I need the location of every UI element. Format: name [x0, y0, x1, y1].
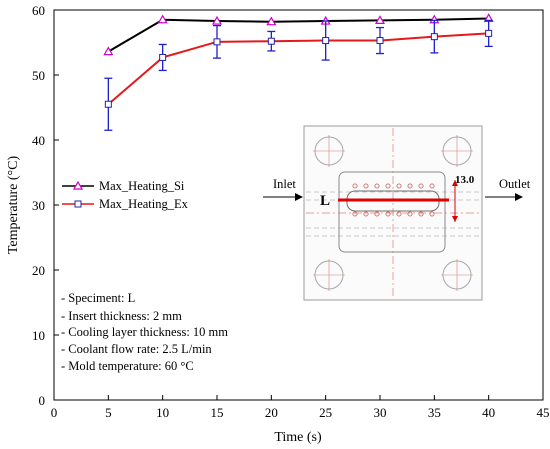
cavity-dot	[429, 211, 435, 217]
cavity-dot	[418, 211, 424, 217]
cavity-dot	[374, 211, 380, 217]
data-point	[211, 15, 223, 25]
series-line	[107, 17, 489, 53]
x-tick-label: 0	[51, 405, 58, 420]
y-tick-label: 30	[32, 198, 45, 213]
y-tick-label: 50	[32, 68, 45, 83]
note-coolant-flow: - Coolant flow rate: 2.5 L/min	[61, 342, 212, 356]
x-tick-label: 25	[319, 405, 332, 420]
x-tick-label: 30	[374, 405, 387, 420]
data-point	[267, 37, 275, 45]
note-specimen: - Speciment: L	[61, 291, 135, 305]
data-point	[430, 33, 438, 41]
cavity-dot	[407, 183, 413, 189]
coolant-channel-upper	[306, 191, 480, 201]
note-mold-temperature: - Mold temperature: 60 °C	[61, 359, 194, 373]
coolant-channel-lower	[306, 227, 480, 237]
legend-label-si: Max_Heating_Si	[99, 179, 185, 193]
series-max-heating-ex	[104, 19, 493, 131]
mold-bolt-hole-top-right	[441, 135, 473, 167]
y-axis: 0 10 20 30 40 50 60	[32, 3, 59, 408]
data-point	[322, 37, 330, 45]
mold-bolt-hole-bottom-left	[313, 259, 345, 291]
cavity-sensor-points	[352, 183, 435, 217]
data-point	[485, 29, 493, 37]
x-axis-title: Time (s)	[274, 430, 322, 445]
mold-bolt-hole-bottom-right	[441, 259, 473, 291]
y-tick-label: 40	[32, 133, 45, 148]
data-point	[104, 100, 112, 108]
legend: Max_Heating_Si Max_Heating_Ex	[62, 179, 189, 211]
specimen-length-label: L	[320, 193, 330, 209]
y-tick-label: 10	[32, 328, 45, 343]
legend-item-max-heating-si: Max_Heating_Si	[62, 179, 185, 193]
cavity-dot	[396, 183, 402, 189]
x-tick-label: 10	[156, 405, 169, 420]
data-point	[376, 37, 384, 45]
legend-marker-ex	[74, 200, 82, 208]
cavity-dot	[385, 183, 391, 189]
dimension-label: 13.0	[455, 174, 475, 186]
cavity-dot	[374, 183, 380, 189]
inlet-label: Inlet	[273, 177, 296, 191]
x-tick-label: 5	[105, 405, 112, 420]
data-point	[159, 53, 167, 61]
data-point	[266, 16, 277, 26]
x-tick-label: 35	[428, 405, 441, 420]
mold-bolt-hole-top-left	[313, 135, 345, 167]
dimension-arrowhead-bottom	[452, 216, 458, 222]
cavity-dot	[352, 211, 358, 217]
legend-label-ex: Max_Heating_Ex	[99, 197, 189, 211]
data-point	[157, 14, 168, 24]
x-tick-label: 45	[537, 405, 550, 420]
legend-item-max-heating-ex: Max_Heating_Ex	[62, 197, 189, 211]
cavity-dot	[363, 183, 369, 189]
x-axis: 0 5 10 15 20 25 30 35 40 45	[51, 395, 550, 420]
x-tick-label: 15	[211, 405, 224, 420]
cavity-dot	[429, 183, 435, 189]
data-point	[103, 46, 114, 56]
note-cooling-layer: - Cooling layer thickness: 10 mm	[61, 325, 228, 339]
series-layer	[103, 13, 494, 131]
y-tick-label: 0	[39, 393, 46, 408]
mold-schematic: L 13.0 Inlet Outlet	[263, 125, 531, 301]
cavity-dot	[363, 211, 369, 217]
cavity-dot	[418, 183, 424, 189]
data-point	[374, 15, 386, 24]
mold-insert	[338, 171, 446, 253]
y-axis-title: Temperature (°C)	[6, 156, 21, 255]
note-insert-thickness: - Insert thickness: 2 mm	[61, 309, 182, 323]
cavity-dot	[385, 211, 391, 217]
y-tick-label: 60	[32, 3, 45, 18]
cavity-dot	[352, 183, 358, 189]
y-tick-label: 20	[32, 263, 45, 278]
x-tick-label: 20	[265, 405, 278, 420]
outlet-label: Outlet	[499, 177, 531, 191]
x-tick-label: 40	[482, 405, 495, 420]
legend-marker-si	[72, 180, 84, 190]
cavity-dot	[407, 211, 413, 217]
dimension-arrowhead-top	[452, 180, 458, 186]
data-point	[213, 38, 221, 46]
series-line	[107, 32, 489, 106]
conditions-notes: - Speciment: L - Insert thickness: 2 mm …	[61, 291, 228, 373]
cavity-dot	[396, 211, 402, 217]
